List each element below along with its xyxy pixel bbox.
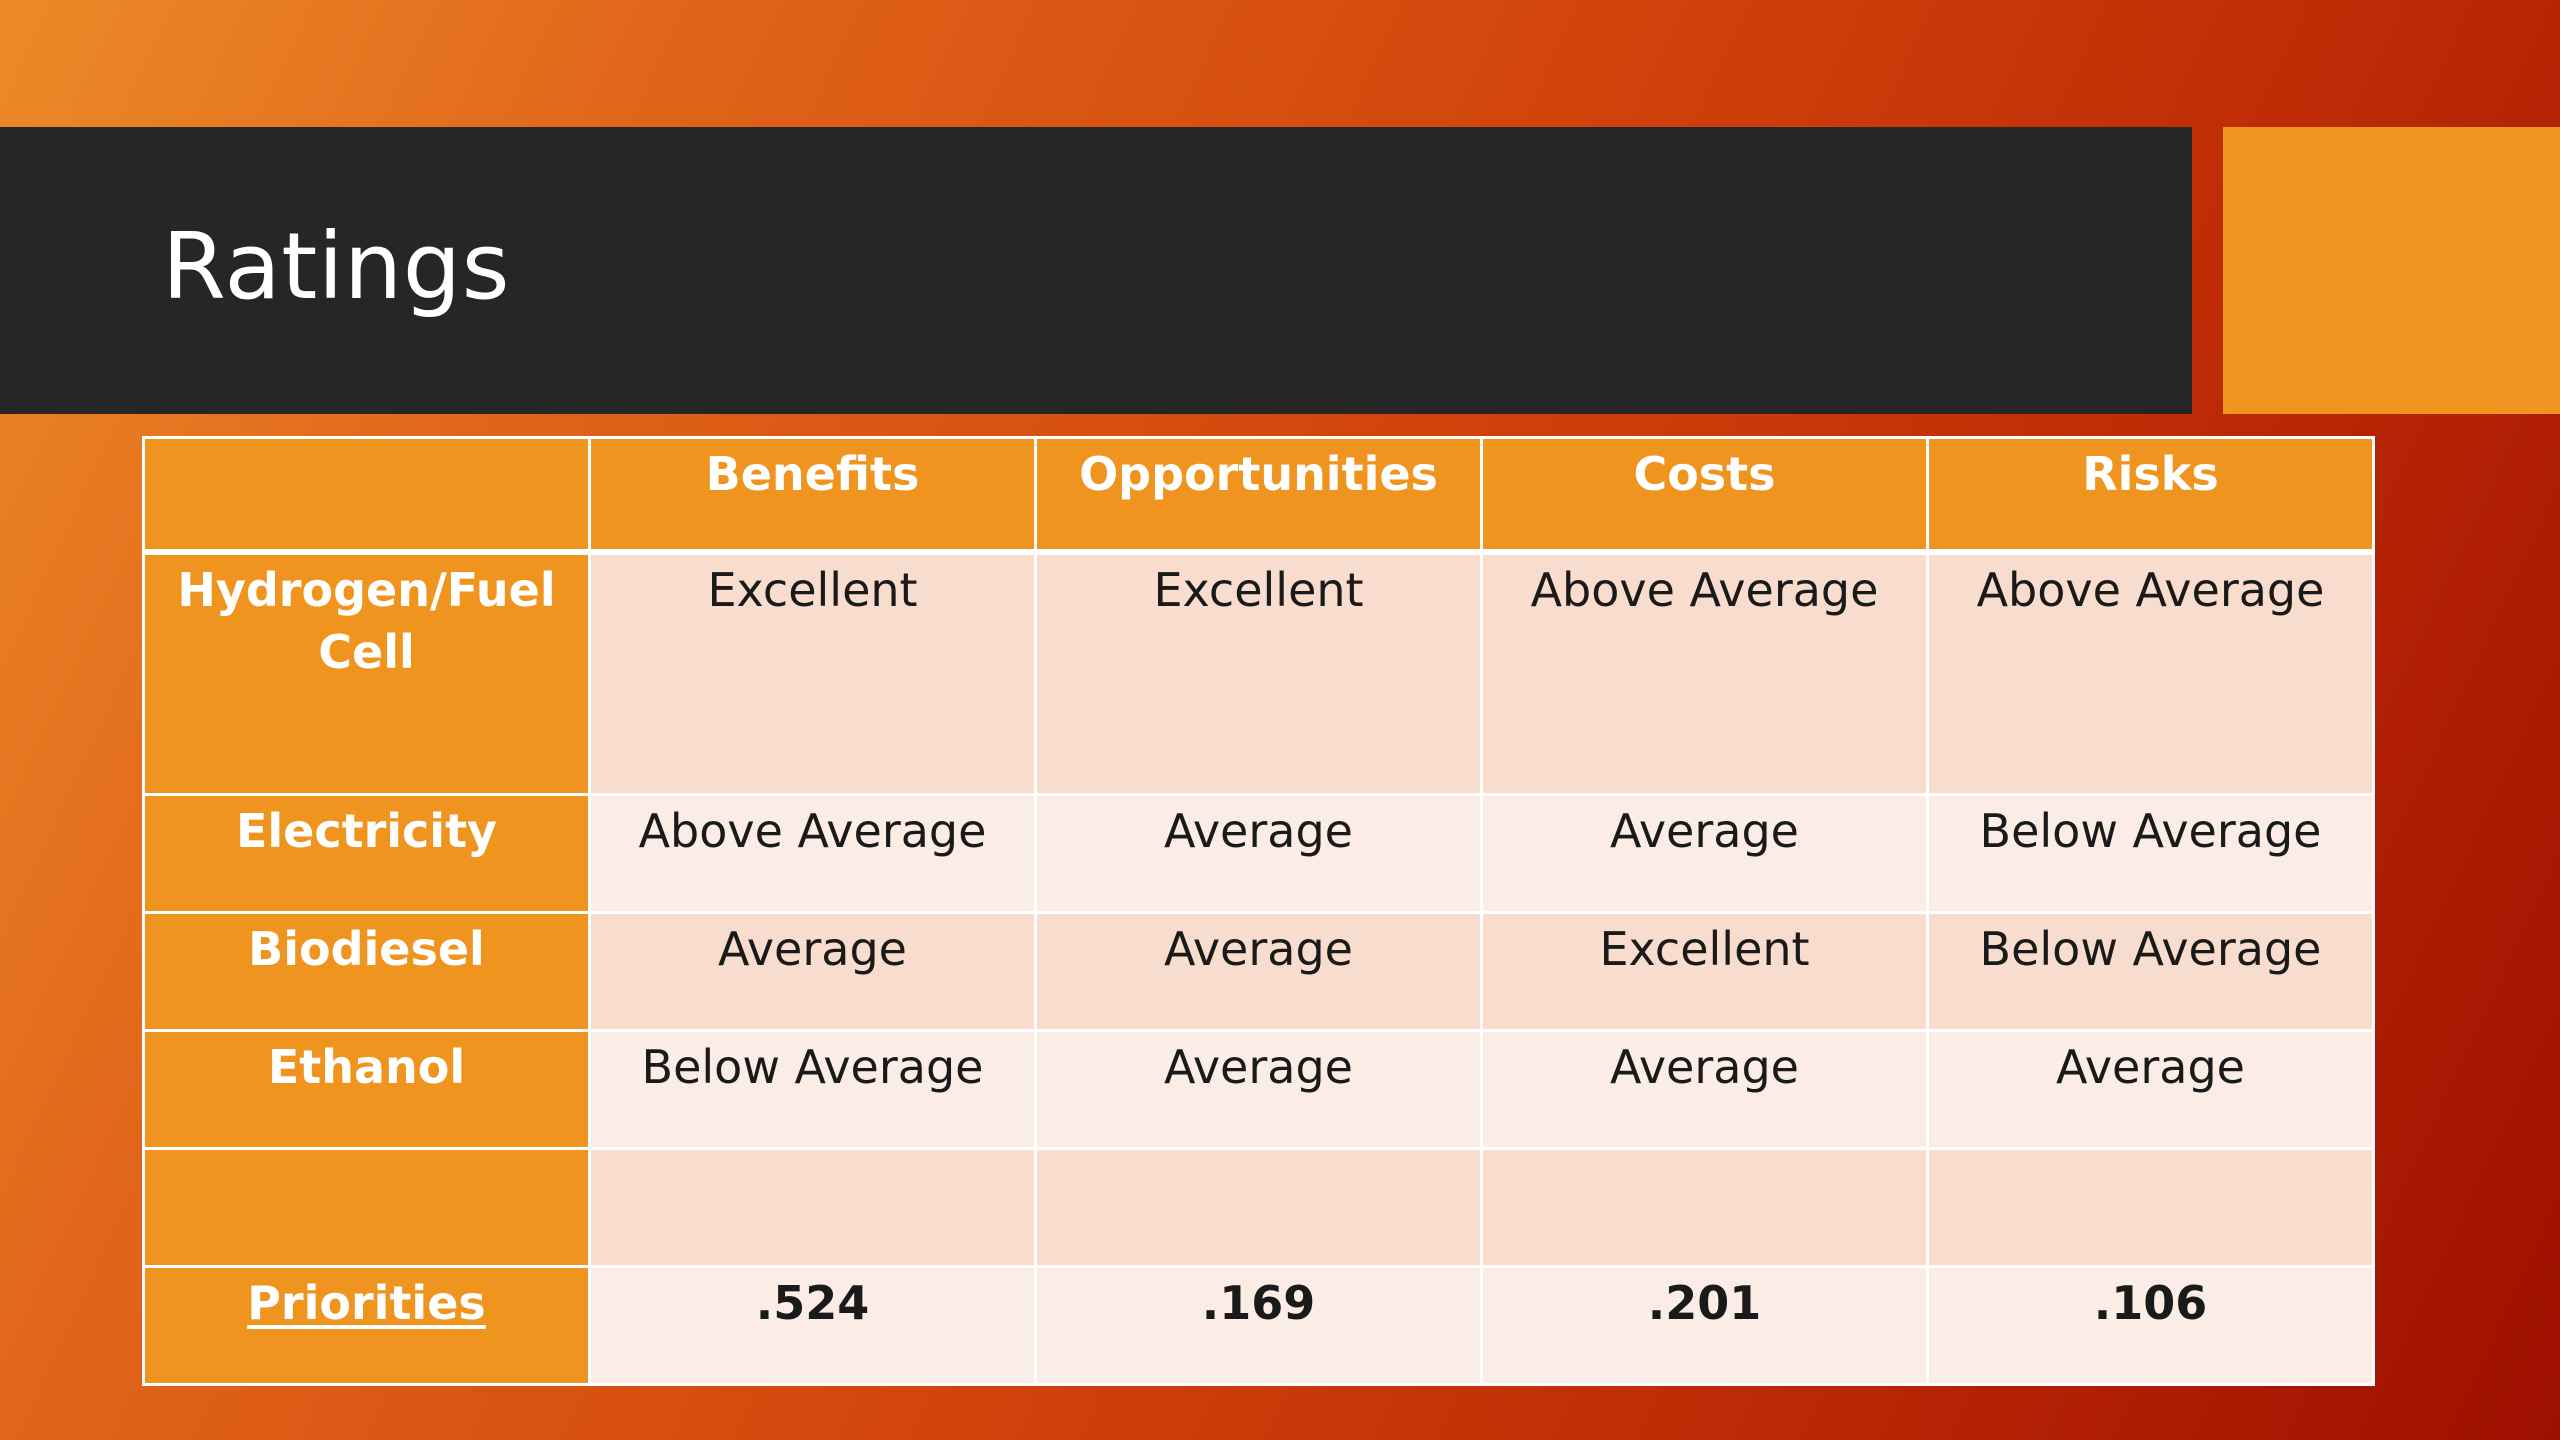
- accent-square: [2223, 127, 2560, 414]
- ratings-table: Benefits Opportunities Costs Risks Hydro…: [142, 436, 2375, 1386]
- table-cell: Excellent: [1034, 550, 1483, 796]
- table-cell: Above Average: [1926, 550, 2375, 796]
- priority-risks: .106: [1926, 1265, 2375, 1386]
- priority-costs: .201: [1480, 1265, 1929, 1386]
- table-cell: Average: [1480, 1029, 1929, 1150]
- table-cell: [1034, 1147, 1483, 1268]
- header-row: Benefits Opportunities Costs Risks: [142, 436, 2375, 555]
- table-cell: Below Average: [1926, 793, 2375, 914]
- table-cell: Average: [1034, 793, 1483, 914]
- table-row: Biodiesel Average Average Excellent Belo…: [142, 911, 2375, 1032]
- table-cell: [1926, 1147, 2375, 1268]
- table-cell: Average: [588, 911, 1037, 1032]
- table-cell: [588, 1147, 1037, 1268]
- table-cell: Average: [1034, 1029, 1483, 1150]
- row-label-empty: [142, 1147, 591, 1268]
- slide-title: Ratings: [162, 213, 511, 320]
- title-bar: [0, 127, 2192, 414]
- priority-benefits: .524: [588, 1265, 1037, 1386]
- priorities-row: Priorities .524 .169 .201 .106: [142, 1265, 2375, 1386]
- priorities-link[interactable]: Priorities: [247, 1276, 486, 1330]
- table-cell: Above Average: [1480, 550, 1929, 796]
- table-row-empty: [142, 1147, 2375, 1268]
- table-cell: Below Average: [588, 1029, 1037, 1150]
- table-cell: Excellent: [1480, 911, 1929, 1032]
- row-label-ethanol: Ethanol: [142, 1029, 591, 1150]
- ratings-table-container: Benefits Opportunities Costs Risks Hydro…: [142, 436, 2375, 1386]
- table-cell: Average: [1480, 793, 1929, 914]
- header-benefits: Benefits: [588, 436, 1037, 555]
- table-cell: Excellent: [588, 550, 1037, 796]
- row-label-electricity: Electricity: [142, 793, 591, 914]
- table-cell: [1480, 1147, 1929, 1268]
- row-label-hydrogen: Hydrogen/Fuel Cell: [142, 550, 591, 796]
- table-row: Ethanol Below Average Average Average Av…: [142, 1029, 2375, 1150]
- priority-opportunities: .169: [1034, 1265, 1483, 1386]
- table-cell: Above Average: [588, 793, 1037, 914]
- row-label-biodiesel: Biodiesel: [142, 911, 591, 1032]
- header-corner: [142, 436, 591, 555]
- table-row: Electricity Above Average Average Averag…: [142, 793, 2375, 914]
- priorities-label-cell: Priorities: [142, 1265, 591, 1386]
- table-cell: Average: [1034, 911, 1483, 1032]
- table-cell: Average: [1926, 1029, 2375, 1150]
- header-costs: Costs: [1480, 436, 1929, 555]
- table-cell: Below Average: [1926, 911, 2375, 1032]
- header-opportunities: Opportunities: [1034, 436, 1483, 555]
- header-risks: Risks: [1926, 436, 2375, 555]
- table-row: Hydrogen/Fuel Cell Excellent Excellent A…: [142, 550, 2375, 796]
